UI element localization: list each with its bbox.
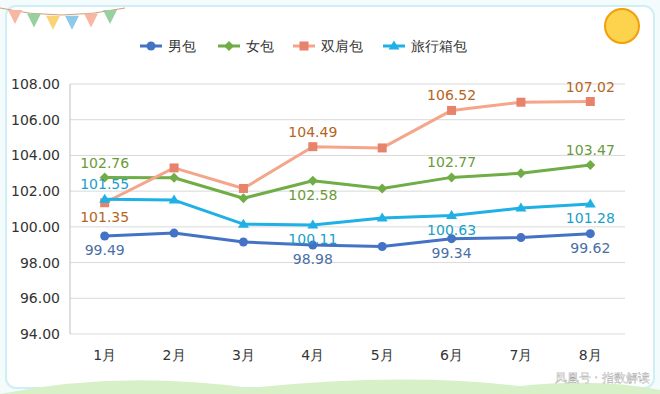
plot-area	[99, 97, 596, 251]
point	[169, 173, 179, 183]
point	[516, 233, 525, 242]
bunting-flag	[84, 14, 98, 28]
data-label: 101.28	[566, 210, 615, 226]
data-label: 101.35	[80, 209, 129, 225]
panel	[6, 6, 654, 388]
point	[585, 199, 596, 208]
x-tick-label: 1月	[93, 347, 116, 363]
point	[100, 231, 109, 240]
legend-item: 男包	[140, 38, 196, 54]
point	[99, 194, 110, 203]
point	[238, 219, 249, 228]
x-tick-label: 7月	[509, 347, 532, 363]
grid-line	[70, 84, 625, 85]
point	[447, 172, 457, 182]
point	[224, 41, 234, 51]
sun	[605, 9, 639, 43]
x-tick-label: 2月	[163, 347, 186, 363]
point	[239, 238, 248, 247]
point	[377, 212, 388, 221]
point	[238, 193, 248, 203]
grid-line	[70, 334, 625, 335]
point	[239, 184, 248, 193]
point	[170, 163, 179, 172]
series-line	[105, 102, 591, 203]
point	[585, 160, 595, 170]
data-label: 104.49	[288, 124, 337, 140]
legend-item: 旅行箱包	[383, 38, 467, 54]
grid-line	[70, 155, 625, 156]
x-tick-label: 6月	[440, 347, 463, 363]
y-tick-label: 96.00	[20, 290, 60, 306]
data-label: 99.34	[432, 245, 472, 261]
data-label: 100.63	[427, 222, 476, 238]
legend-item: 女包	[218, 38, 274, 54]
legend-label: 旅行箱包	[411, 38, 467, 54]
y-tick-label: 100.00	[11, 219, 60, 235]
data-label: 101.55	[80, 176, 129, 192]
background	[0, 0, 660, 394]
point	[307, 219, 318, 228]
point	[447, 106, 456, 115]
data-label: 102.77	[427, 154, 476, 170]
y-tick-label: 94.00	[20, 326, 60, 342]
point	[586, 97, 595, 106]
point	[515, 203, 526, 212]
bunting-flag	[8, 10, 22, 24]
point	[308, 142, 317, 151]
grid-line	[70, 119, 625, 120]
legend-label: 女包	[246, 38, 274, 54]
x-tick-label: 5月	[371, 347, 394, 363]
point	[378, 242, 387, 251]
y-tick-label: 104.00	[11, 147, 60, 163]
bunting-flag	[65, 16, 79, 30]
x-tick-label: 3月	[232, 347, 255, 363]
point	[147, 42, 156, 51]
point	[516, 168, 526, 178]
point	[308, 176, 318, 186]
data-label: 99.49	[85, 242, 125, 258]
y-tick-label: 106.00	[11, 112, 60, 128]
point	[377, 183, 387, 193]
legend-label: 双肩包	[321, 38, 363, 54]
data-label: 100.11	[288, 231, 337, 247]
chart-container: 94.00 96.00 98.00 100.00 102.00 104.00 106.00 1…	[0, 0, 660, 394]
data-label: 103.47	[566, 142, 615, 158]
y-axis	[70, 84, 71, 334]
data-labels: 99.49 98.98 99.34 99.62 102.76 102.58 102.77 10…	[80, 79, 615, 268]
x-tick-label: 4月	[301, 347, 324, 363]
chart: 94.00 96.00 98.00 100.00 102.00 104.00 106.00 1…	[0, 0, 660, 394]
bunting-flag	[103, 10, 117, 24]
data-label: 99.62	[570, 240, 610, 256]
data-label: 107.02	[566, 79, 615, 95]
x-tick-label: 8月	[579, 347, 602, 363]
point	[378, 143, 387, 152]
point	[169, 195, 180, 204]
bunting-flag	[46, 16, 60, 30]
legend-item: 双肩包	[293, 38, 363, 54]
y-tick-label: 108.00	[11, 76, 60, 92]
point	[300, 42, 309, 51]
grid-line	[70, 191, 625, 192]
y-tick-label: 102.00	[11, 183, 60, 199]
data-label: 102.58	[288, 187, 337, 203]
point	[446, 210, 457, 219]
grid-line	[70, 226, 625, 227]
point	[170, 229, 179, 238]
data-label: 98.98	[293, 251, 333, 267]
bunting-flag	[27, 14, 41, 28]
data-label: 106.52	[427, 87, 476, 103]
point	[586, 229, 595, 238]
data-label: 102.76	[80, 155, 129, 171]
point	[389, 41, 400, 50]
grid-line	[70, 262, 625, 263]
point	[516, 98, 525, 107]
y-tick-label: 98.00	[20, 255, 60, 271]
grid-line	[70, 298, 625, 299]
legend-label: 男包	[168, 38, 196, 54]
watermark: 凤凰号 · 指数解读	[555, 371, 650, 385]
